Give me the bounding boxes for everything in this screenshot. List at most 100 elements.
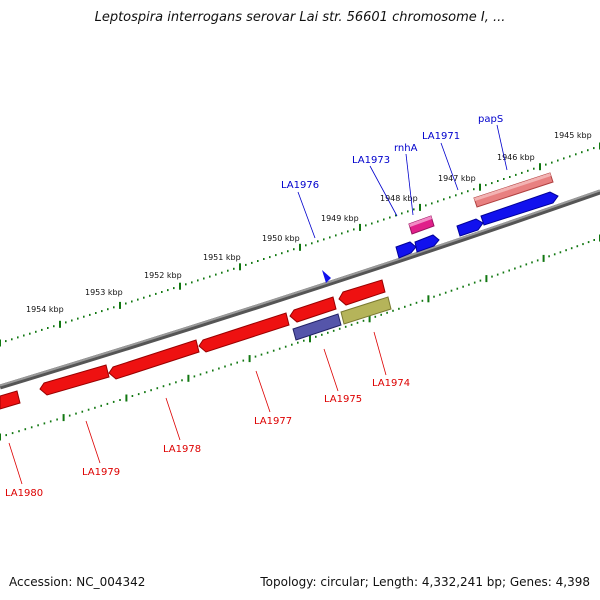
inner-ring-minor-tick — [236, 361, 238, 364]
inner-ring-minor-tick — [284, 345, 287, 348]
outer-ring-minor-tick — [407, 210, 409, 213]
tick-label-1948: 1948 kbp — [380, 194, 418, 203]
outer-ring-minor-tick — [425, 204, 427, 207]
outer-ring-minor-tick — [581, 151, 583, 154]
gene-la1975-navy[interactable] — [292, 313, 342, 341]
label-la1976[interactable]: LA1976 — [281, 180, 319, 191]
outer-ring-minor-tick — [161, 291, 163, 293]
inner-ring-minor-tick — [514, 267, 516, 270]
outer-ring-minor-tick — [341, 232, 343, 235]
outer-ring-minor-tick — [41, 328, 43, 331]
inner-ring-major-tick — [62, 414, 65, 422]
outer-ring-minor-tick — [311, 242, 313, 245]
inner-ring-minor-tick — [119, 399, 121, 401]
inner-ring-minor-tick — [439, 293, 441, 296]
tick-ring-outer — [0, 142, 600, 347]
inner-ring-minor-tick — [582, 243, 584, 246]
gene-la1975-red[interactable] — [289, 296, 337, 323]
outer-ring-minor-tick — [107, 308, 109, 311]
outer-ring-minor-tick — [251, 261, 253, 264]
outer-ring-minor-tick — [563, 157, 565, 160]
inner-ring-major-tick — [125, 394, 128, 402]
forward-gene-labels: papS LA1971 rnhA LA1973 LA1976 — [281, 114, 508, 239]
outer-ring-minor-tick — [35, 330, 37, 333]
inner-ring-minor-tick — [266, 351, 269, 354]
tick-label-1952: 1952 kbp — [144, 271, 182, 280]
label-rnha[interactable]: rnhA — [394, 143, 418, 154]
gene-la1979[interactable] — [39, 364, 110, 396]
outer-ring-minor-tick — [101, 310, 103, 313]
inner-ring-minor-tick — [553, 253, 556, 256]
inner-ring-minor-tick — [415, 301, 418, 304]
inner-ring-minor-tick — [272, 349, 275, 352]
chromosome-backbone — [0, 189, 600, 390]
tick-label-1953: 1953 kbp — [85, 288, 123, 297]
outer-ring-minor-tick — [383, 218, 385, 221]
gene-la1976-marker[interactable] — [322, 270, 331, 283]
outer-ring-minor-tick — [557, 159, 559, 162]
gene-la1971[interactable] — [480, 191, 559, 226]
inner-ring-minor-tick — [100, 404, 102, 407]
outer-ring-minor-tick — [329, 236, 331, 239]
inner-ring-minor-tick — [193, 375, 196, 378]
outer-ring-minor-tick — [437, 200, 439, 203]
inner-ring-major-tick — [368, 315, 371, 323]
outer-ring-minor-tick — [23, 334, 25, 337]
inner-ring-minor-tick — [421, 299, 424, 302]
inner-ring-minor-tick — [199, 373, 202, 376]
outer-ring-minor-tick — [455, 194, 457, 197]
inner-ring-minor-tick — [536, 259, 539, 262]
label-la1979[interactable]: LA1979 — [82, 467, 120, 478]
outer-ring-minor-tick — [335, 234, 337, 237]
label-la1975[interactable]: LA1975 — [324, 394, 362, 405]
gene-la1978[interactable] — [108, 339, 200, 380]
outer-ring-major-tick — [539, 163, 541, 171]
inner-ring-minor-tick — [468, 283, 470, 286]
outer-ring-minor-tick — [395, 214, 397, 217]
gene-paps-shade — [474, 173, 551, 201]
outer-ring-minor-tick — [233, 267, 235, 270]
gene-la1972[interactable] — [456, 218, 484, 237]
inner-ring-minor-tick — [297, 341, 299, 344]
inner-ring-minor-tick — [404, 305, 406, 308]
gene-la1973a[interactable] — [414, 234, 440, 253]
outer-ring-minor-tick — [155, 292, 157, 295]
label-la1977[interactable]: LA1977 — [254, 416, 292, 427]
inner-ring-major-tick — [248, 355, 251, 363]
accession-text: Accession: NC_004342 — [9, 575, 146, 589]
tick-label-1951: 1951 kbp — [203, 253, 241, 262]
inner-ring-minor-tick — [386, 311, 388, 314]
outer-ring-minor-tick — [143, 296, 145, 299]
outer-ring-minor-tick — [485, 184, 487, 187]
outer-ring-minor-tick — [365, 224, 367, 227]
gene-la1980[interactable] — [0, 390, 21, 410]
label-la1971[interactable]: LA1971 — [422, 131, 460, 142]
inner-ring-minor-tick — [491, 275, 493, 278]
inner-ring-minor-tick — [587, 241, 590, 244]
inner-ring-minor-tick — [168, 383, 171, 386]
label-la1974[interactable]: LA1974 — [372, 378, 410, 389]
outer-ring-minor-tick — [377, 220, 379, 223]
tick-label-1954: 1954 kbp — [26, 305, 64, 314]
outer-ring-minor-tick — [431, 202, 433, 205]
label-la1980[interactable]: LA1980 — [5, 488, 43, 499]
outer-ring-minor-tick — [347, 230, 349, 233]
outer-ring-minor-tick — [527, 169, 529, 172]
gene-la1974-olive[interactable] — [340, 296, 392, 325]
outer-ring-minor-tick — [521, 171, 523, 174]
gene-la1977[interactable] — [198, 312, 290, 353]
outer-ring-minor-tick — [533, 167, 535, 170]
chromosome-backbone-highlight — [0, 189, 600, 387]
inner-ring-minor-tick — [137, 393, 140, 396]
outer-ring-minor-tick — [245, 263, 247, 266]
inner-ring-minor-tick — [374, 315, 377, 318]
outer-ring-minor-tick — [185, 283, 187, 286]
label-la1973[interactable]: LA1973 — [352, 155, 390, 166]
outer-ring-minor-tick — [473, 188, 475, 191]
label-paps[interactable]: papS — [478, 114, 503, 125]
gene-la1974-red[interactable] — [338, 279, 386, 306]
label-la1978[interactable]: LA1978 — [163, 444, 201, 455]
inner-ring-minor-tick — [356, 321, 359, 324]
outer-ring-major-tick — [359, 223, 361, 231]
gene-la1973b[interactable] — [395, 241, 417, 259]
